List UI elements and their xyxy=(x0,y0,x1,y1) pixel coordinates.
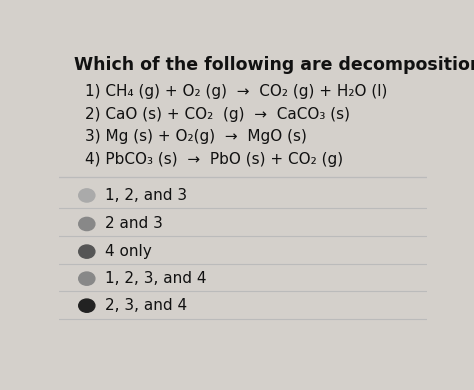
Text: 1, 2, 3, and 4: 1, 2, 3, and 4 xyxy=(105,271,207,286)
Circle shape xyxy=(79,189,95,202)
Text: Which of the following are decomposition reactions?: Which of the following are decomposition… xyxy=(74,56,474,74)
Text: 1, 2, and 3: 1, 2, and 3 xyxy=(105,188,187,203)
Text: 4) PbCO₃ (s)  →  PbO (s) + CO₂ (g): 4) PbCO₃ (s) → PbO (s) + CO₂ (g) xyxy=(85,152,343,167)
Text: 2, 3, and 4: 2, 3, and 4 xyxy=(105,298,187,313)
Text: 2) CaO (s) + CO₂  (g)  →  CaCO₃ (s): 2) CaO (s) + CO₂ (g) → CaCO₃ (s) xyxy=(85,107,350,122)
Circle shape xyxy=(79,217,95,230)
Circle shape xyxy=(79,272,95,285)
Text: 4 only: 4 only xyxy=(105,244,152,259)
Text: 2 and 3: 2 and 3 xyxy=(105,216,163,232)
Text: 1) CH₄ (g) + O₂ (g)  →  CO₂ (g) + H₂O (l): 1) CH₄ (g) + O₂ (g) → CO₂ (g) + H₂O (l) xyxy=(85,84,387,99)
Circle shape xyxy=(79,245,95,258)
Circle shape xyxy=(79,299,95,312)
Text: 3) Mg (s) + O₂(g)  →  MgO (s): 3) Mg (s) + O₂(g) → MgO (s) xyxy=(85,129,307,144)
